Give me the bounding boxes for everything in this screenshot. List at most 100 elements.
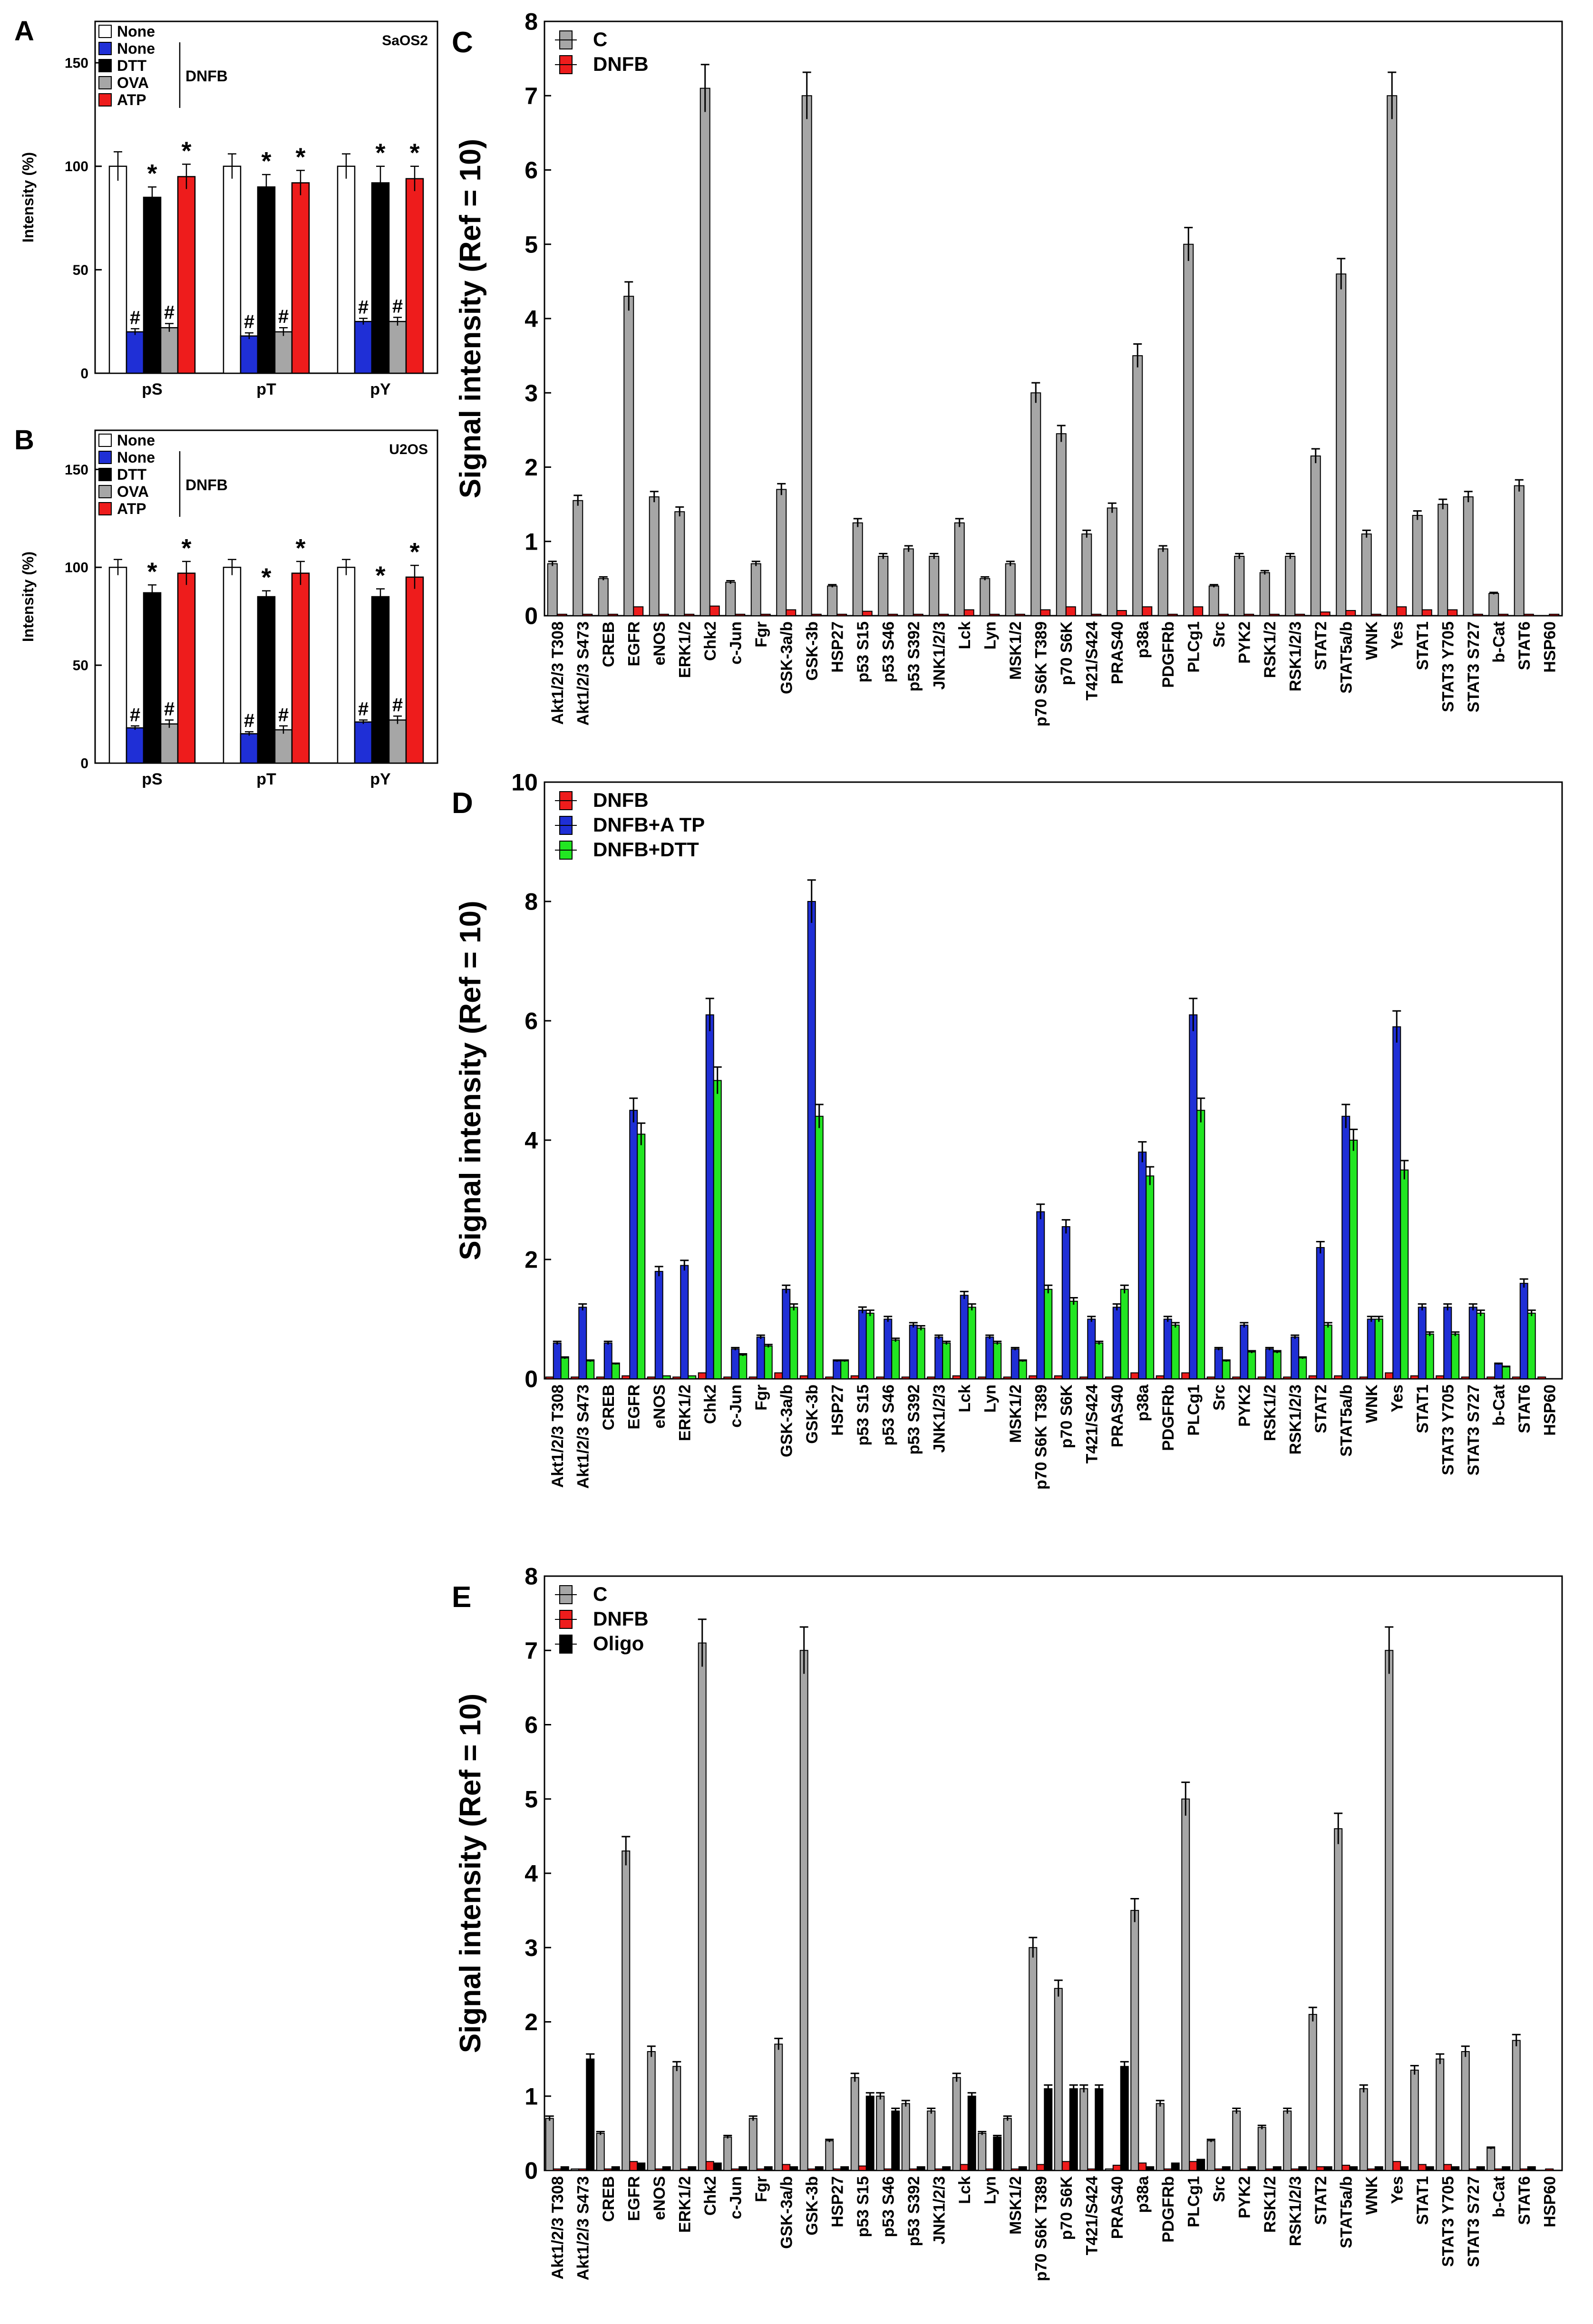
panel-c-bar-dnfb [963,609,974,616]
panel-c-bar-c [699,87,710,616]
panel-d-bar-dnfb-dtt [891,1339,900,1380]
panel-c-bar-dnfb [989,613,1000,616]
panel-d-bar-dnfb-a-tp [782,1288,791,1379]
panel-c-xtick-label: p70 S6K [1058,621,1076,686]
panel-b-ytick-label: 150 [65,462,88,478]
panel-d-xtick-label: ERK1/2 [676,1385,694,1441]
panel-b-bar-pT-none [223,566,242,764]
panel-e-bar-oligo [1196,2159,1205,2171]
panel-b-significance-mark: # [358,698,369,719]
panel-c-bar-c [1030,392,1041,616]
panel-e-bar-dnfb [1316,2166,1325,2171]
panel-c-bar-dnfb [1472,613,1483,616]
panel-d-bar-dnfb-a-tp [1341,1115,1350,1380]
panel-e-xtick-label: eNOS [651,2176,669,2220]
panel-d-bar-dnfb-a-tp [1418,1307,1427,1379]
panel-e-bar-c [1486,2148,1496,2171]
panel-e-bar-dnfb [654,2168,663,2171]
panel-d-bar-dnfb-dtt [560,1357,569,1379]
panel-b-bar-pS-none [126,727,145,764]
panel-b-significance-mark: * [409,538,419,566]
panel-e-bar-dnfb [603,2168,612,2171]
panel-c-xtick-label: WNK [1363,621,1381,660]
panel-e-xtick-label: Lck [956,2176,974,2204]
panel-d-bar-dnfb [1054,1375,1063,1380]
panel-d-bar-dnfb-a-tp [833,1360,842,1380]
panel-c-bar-c [1514,485,1525,616]
panel-e-bar-oligo [891,2111,900,2171]
panel-e-bar-oligo [1400,2166,1409,2171]
panel-d-bar-dnfb-a-tp [1163,1318,1172,1379]
panel-a-significance-mark: # [392,296,403,317]
panel-e-bar-dnfb [1341,2165,1350,2171]
panel-d-bar-dnfb-a-tp [553,1342,562,1379]
panel-e-xtick-label: HSP27 [828,2176,846,2227]
panel-b-significance-mark: * [375,562,385,590]
panel-e-xtick-label: Akt1/2/3 S473 [574,2176,592,2280]
panel-d-legend-label: DNFB+DTT [593,838,699,861]
panel-c-xtick-label: GSK-3b [803,621,821,681]
panel-e-legend-label: C [593,1583,607,1605]
panel-e-xtick-label: Akt1/2/3 T308 [549,2176,567,2279]
panel-e-bar-c [723,2136,732,2171]
panel-c-xtick-label: STAT6 [1515,621,1534,670]
panel-e-bar-dnfb [705,2161,714,2171]
panel-d-bar-dnfb [1410,1375,1419,1380]
panel-d-bar-dnfb [1130,1372,1139,1379]
panel-d-bar-dnfb-dtt [1095,1342,1104,1379]
panel-d-xtick-label: STAT3 S727 [1465,1385,1483,1475]
panel-d-bar-dnfb [698,1372,707,1379]
panel-c-bar-c [801,95,812,616]
panel-e-bar-oligo [1171,2162,1180,2171]
panel-a-xtick-label: pS [142,380,162,398]
panel-a-bar-pT-ova [274,331,293,374]
panel-b-ytick-label: 100 [65,560,88,576]
panel-e-xtick-label: Lyn [981,2176,999,2204]
panel-c-bar-dnfb [938,613,949,616]
panel-c-bar-dnfb [1091,613,1102,616]
panel-e-bar-c [1079,2088,1088,2171]
panel-b-significance-mark: * [295,534,305,562]
panel-c-ytick-label: 7 [525,83,538,109]
panel-d-bar-dnfb-a-tp [1112,1307,1121,1379]
panel-e-bar-c [1003,2118,1012,2171]
panel-e-bar-dnfb [578,2168,587,2171]
panel-e-bar-c [571,2168,580,2171]
panel-d-bar-dnfb-a-tp [1291,1336,1300,1379]
panel-d-xtick-label: WNK [1363,1385,1381,1423]
panel-a-ytick-label: 50 [73,262,88,278]
panel-a-legend-swatch [98,59,112,72]
panel-d-bar-dnfb-dtt [865,1312,874,1379]
panel-b-legend-label: None [117,449,155,466]
panel-e-xtick-label: STAT3 Y705 [1439,2176,1457,2267]
panel-a-legend-swatch [98,42,112,55]
panel-e-bar-oligo [1222,2166,1231,2171]
panel-e-bar-dnfb [1367,2168,1376,2171]
panel-c-bar-c [1463,496,1474,616]
panel-c-bar-c [547,563,558,616]
panel-d-bar-dnfb [978,1376,987,1380]
panel-c-bar-c [776,489,787,616]
panel-e-bar-dnfb [1189,2161,1198,2171]
panel-c-bar-c [674,511,685,616]
panel-c-bar-c [852,522,863,616]
panel-d-bar-dnfb-dtt [1069,1300,1078,1380]
panel-c-bar-dnfb [1320,611,1331,616]
panel-c-xtick-label: MSK1/2 [1007,621,1025,680]
panel-d-xtick-label: EGFR [625,1385,643,1429]
panel-d-bar-dnfb [1436,1375,1445,1380]
panel-a-significance-mark: # [358,297,369,318]
panel-e-bar-oligo [1018,2166,1027,2171]
panel-e-bar-oligo [688,2166,697,2171]
panel-b-cell-label: U2OS [389,442,428,457]
panel-d-bar-dnfb [1105,1376,1114,1380]
panel-d-bar-dnfb-dtt [1044,1288,1053,1379]
panel-c-bar-c [598,578,609,616]
panel-b-bar-pS-ova [160,723,179,764]
panel-e-xtick-label: PYK2 [1235,2176,1253,2218]
panel-d-bar-dnfb [1003,1376,1012,1380]
panel-c-bar-dnfb [684,613,695,616]
panel-d-bar-dnfb-a-tp [756,1336,765,1379]
panel-e-bar-oligo [611,2166,620,2171]
